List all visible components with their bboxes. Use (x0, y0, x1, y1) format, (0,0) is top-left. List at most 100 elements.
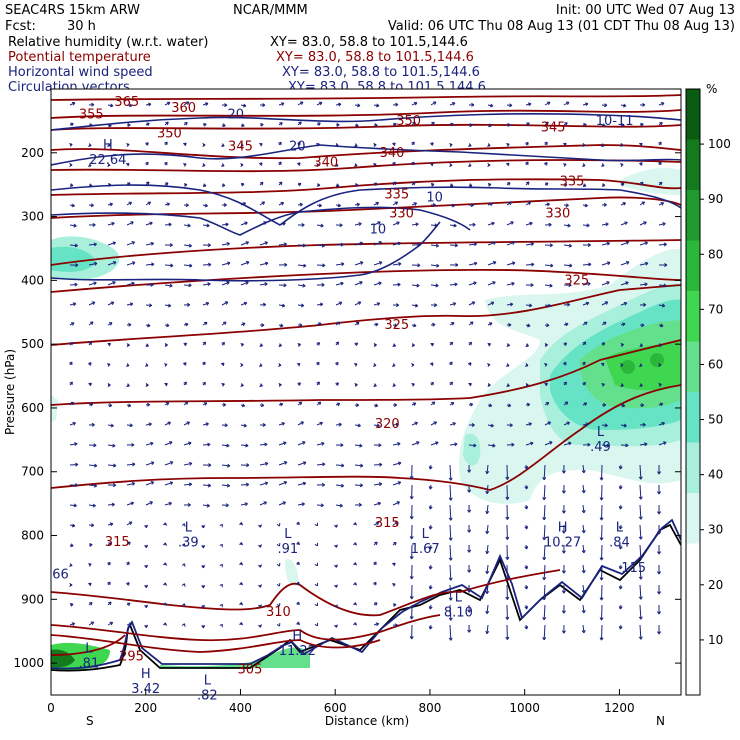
wind-vector-head (602, 123, 606, 128)
wind-vector-head (414, 303, 419, 308)
wind-vector-head (144, 544, 149, 549)
theta-contour-320 (51, 339, 681, 406)
wind-vector-head (524, 466, 529, 470)
wind-vector-head (618, 606, 623, 610)
wind-vector-head (430, 142, 434, 146)
wind-vector-head (413, 202, 418, 206)
wind-vector-head (561, 550, 566, 554)
wind-vector-head (376, 423, 380, 428)
wind-vector-head (219, 563, 223, 568)
theta-label: 360 (171, 101, 196, 116)
wind-vector-head (340, 443, 344, 448)
wind-vector-head (582, 183, 587, 188)
wind-vector-head (264, 481, 269, 486)
wind-vector-head (450, 122, 454, 127)
rh-patch-large-peak (605, 340, 681, 391)
wind-vector-head (658, 181, 663, 186)
wind-vector-head (128, 201, 133, 206)
wind-vector (582, 544, 585, 553)
wind-vector-head (492, 443, 496, 448)
wind-vector-head (417, 263, 421, 268)
wind-vector-head (219, 623, 223, 628)
wind-vector (620, 302, 627, 306)
wind-vector (506, 241, 515, 246)
wind-vector (582, 224, 590, 227)
extremum-value: .91 (277, 542, 298, 557)
wind-vector (69, 224, 77, 227)
wind-vector-head (296, 581, 301, 585)
org-title: NCAR/MMM (233, 3, 308, 18)
wind-vector-head (599, 537, 604, 541)
field-xy: XY= 83.0, 58.8 to 101.5,144.6 (282, 65, 480, 80)
wind-vector-head (509, 302, 514, 307)
colorbar-swatch (686, 139, 700, 191)
wind-vector (240, 483, 249, 486)
wind-vector-head (359, 483, 364, 488)
colorbar-swatch (686, 291, 700, 342)
wind-vector-head (163, 542, 167, 546)
wind-vector-head (527, 323, 531, 328)
wind-vector-head (203, 402, 208, 406)
wind-vector-head (409, 476, 414, 480)
extremum-value: 8.10 (444, 606, 473, 621)
wind-vector-head (207, 483, 212, 488)
wind-vector (297, 421, 304, 426)
wind-vector-head (488, 123, 492, 128)
wind-vector-head (545, 121, 549, 126)
wind-vector-head (416, 441, 420, 445)
terrain (51, 518, 681, 672)
wind-vector-head (239, 582, 243, 586)
extremum-value: .81 (79, 657, 100, 672)
wind-vector-head (531, 262, 535, 267)
wind-vector-head (622, 103, 627, 108)
wind-vector-head (409, 536, 414, 540)
wind-vector-head (359, 261, 364, 265)
y-tick-label: 600 (21, 401, 44, 415)
wind-vector-head (524, 546, 529, 550)
wind-vector-head (411, 383, 415, 387)
wind-vector-head (92, 222, 96, 227)
wind-vector-head (240, 163, 244, 167)
colorbar-swatch (686, 493, 700, 544)
wind-vector-head (492, 241, 497, 245)
wind-vector-head (302, 461, 307, 465)
wind-vector-head (511, 281, 515, 286)
wind-vector-head (244, 502, 248, 507)
wind-vector-head (663, 242, 667, 247)
wind-vector-head (547, 421, 551, 425)
extremum-type: L (204, 674, 212, 689)
wind-vector-head (452, 302, 457, 306)
wind-vector-head (341, 463, 345, 468)
wind-vector (449, 544, 452, 561)
wind-vector (240, 281, 249, 286)
theta-contour-325a (51, 268, 681, 293)
wind-vector-head (169, 441, 173, 445)
wind-vector-head (163, 562, 167, 566)
wind-vector-head (524, 363, 529, 367)
y-tick-label: 300 (21, 210, 44, 224)
wind-vector-head (181, 623, 186, 627)
wind-vector (221, 484, 230, 487)
wind-vector-head (505, 516, 510, 520)
wind-vector (240, 222, 248, 226)
wind-vector-head (148, 422, 152, 427)
colorbar-swatch (686, 644, 700, 696)
wind-vector-head (473, 281, 477, 286)
circulation-vectors (69, 101, 668, 641)
wind-vector-head (658, 141, 662, 146)
wind-vector-head (511, 442, 515, 447)
wind-vector (259, 283, 268, 286)
wind-vector-head (184, 401, 189, 405)
wind-vector-head (583, 402, 588, 406)
wind-vector-head (296, 601, 301, 605)
wind-vector (544, 304, 551, 307)
wind-vector-head (505, 476, 510, 480)
wind-vector-head (524, 526, 529, 530)
wind-vector (392, 283, 401, 286)
wind-vector-head (241, 123, 245, 128)
wind-vector-head (505, 576, 510, 580)
wind-vector (297, 503, 305, 506)
wind-vector-head (565, 203, 569, 208)
wind-vector-head (337, 321, 341, 326)
